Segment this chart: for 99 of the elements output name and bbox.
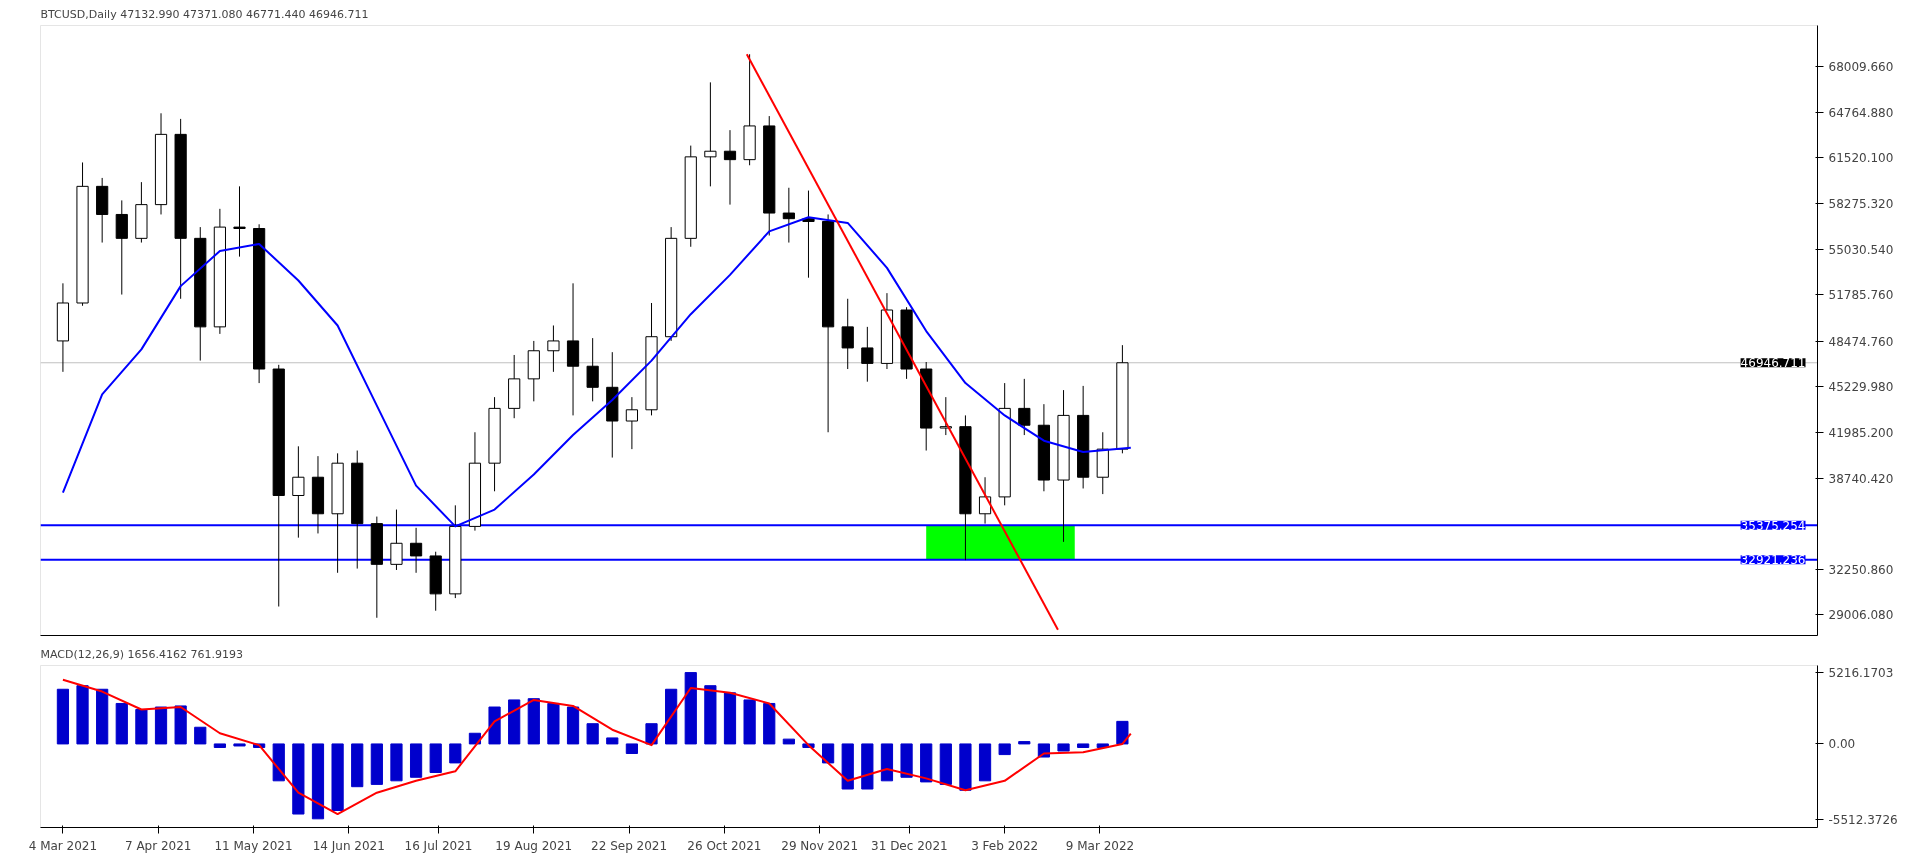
y-tick-label: 41985.200 bbox=[1828, 425, 1894, 440]
x-tick-label: 7 Apr 2021 bbox=[124, 838, 192, 853]
bar bbox=[939, 743, 952, 785]
candlestick bbox=[409, 527, 423, 574]
y-tick-label: 48474.760 bbox=[1828, 334, 1894, 349]
x-tick-label: 14 Jun 2021 bbox=[312, 838, 385, 853]
chart-title: MACD(12,26,9) 1656.4162 761.9193 bbox=[40, 647, 244, 661]
bar bbox=[508, 699, 521, 745]
line-series bbox=[61, 678, 1132, 816]
bar bbox=[213, 743, 226, 748]
bar bbox=[311, 743, 325, 820]
bar bbox=[174, 705, 187, 745]
y-tick-label: 38740.420 bbox=[1828, 471, 1894, 486]
bar bbox=[782, 738, 795, 745]
candlestick bbox=[547, 324, 560, 373]
ref-line-label: 32921.236 bbox=[1740, 553, 1806, 568]
x-tick-label: 11 May 2021 bbox=[214, 838, 293, 853]
y-tick-label: 58275.320 bbox=[1828, 197, 1894, 212]
y-tick-label: -5512.3726 bbox=[1828, 812, 1898, 827]
y-tick-label: 5216.1703 bbox=[1828, 666, 1894, 681]
bar bbox=[704, 685, 717, 745]
bar bbox=[56, 688, 70, 745]
x-tick-label: 29 Nov 2021 bbox=[781, 838, 859, 853]
bar bbox=[880, 743, 894, 782]
bar bbox=[978, 743, 992, 782]
bar bbox=[841, 743, 854, 790]
candlestick bbox=[115, 199, 128, 296]
y-tick-label: 64764.880 bbox=[1828, 105, 1894, 120]
y-tick-label: 55030.540 bbox=[1828, 242, 1894, 257]
x-tick-label: 3 Feb 2022 bbox=[971, 838, 1039, 853]
bar bbox=[684, 672, 697, 745]
candlestick bbox=[782, 187, 795, 244]
candlestick bbox=[390, 509, 403, 571]
candlestick bbox=[704, 81, 717, 187]
x-tick-label: 31 Dec 2021 bbox=[871, 838, 948, 853]
bar bbox=[821, 743, 835, 764]
bar bbox=[645, 723, 658, 745]
x-tick-label: 22 Sep 2021 bbox=[591, 838, 668, 853]
bar bbox=[135, 708, 148, 745]
bar bbox=[154, 706, 168, 745]
bar bbox=[566, 706, 580, 745]
bar bbox=[351, 743, 364, 788]
bar bbox=[586, 723, 599, 745]
y-tick-label: 29006.080 bbox=[1828, 608, 1894, 623]
bar bbox=[409, 743, 423, 778]
y-tick-label: 61520.100 bbox=[1828, 151, 1894, 166]
candlestick bbox=[625, 396, 638, 450]
bar bbox=[665, 688, 678, 745]
y-tick-label: 32250.860 bbox=[1828, 562, 1894, 577]
x-tick-label: 16 Jul 2021 bbox=[404, 838, 473, 853]
bar bbox=[449, 743, 462, 764]
candlestick bbox=[939, 396, 952, 436]
y-tick-label: 68009.660 bbox=[1828, 60, 1894, 75]
y-tick-label: 51785.760 bbox=[1828, 288, 1894, 303]
bar bbox=[527, 698, 540, 745]
bar bbox=[96, 688, 109, 745]
chart-title: BTCUSD,Daily 47132.990 47371.080 46771.440 46946.711 bbox=[40, 7, 369, 21]
bar bbox=[194, 726, 207, 745]
candlestick bbox=[292, 445, 305, 539]
bar bbox=[1116, 720, 1129, 745]
bar bbox=[900, 743, 913, 778]
x-tick-label: 9 Mar 2022 bbox=[1065, 838, 1135, 853]
bar bbox=[959, 743, 972, 791]
candlestick bbox=[233, 185, 246, 258]
bar bbox=[606, 737, 619, 745]
candlestick bbox=[841, 298, 854, 370]
ref-line-label: 35375.254 bbox=[1740, 518, 1806, 533]
bar bbox=[488, 706, 501, 745]
bar bbox=[468, 732, 482, 745]
bar bbox=[272, 743, 285, 782]
bar bbox=[390, 743, 403, 782]
candlestick bbox=[1018, 378, 1031, 436]
bar bbox=[76, 685, 89, 745]
x-tick-label: 26 Oct 2021 bbox=[687, 838, 762, 853]
y-tick-label: 45229.980 bbox=[1828, 380, 1894, 395]
candlestick bbox=[861, 326, 874, 383]
bar bbox=[115, 702, 128, 745]
bar bbox=[331, 743, 344, 811]
bar bbox=[625, 743, 638, 754]
bar bbox=[723, 692, 737, 745]
bar bbox=[429, 743, 442, 773]
bar bbox=[292, 743, 305, 815]
candlestick bbox=[586, 337, 599, 402]
bar bbox=[370, 743, 383, 785]
candlestick bbox=[723, 129, 737, 206]
bar bbox=[743, 699, 756, 745]
x-tick-label: 4 Mar 2021 bbox=[28, 838, 98, 853]
bar bbox=[1057, 743, 1070, 752]
bar bbox=[233, 743, 246, 747]
bar bbox=[998, 743, 1011, 756]
bar bbox=[861, 743, 874, 790]
bar bbox=[763, 702, 776, 745]
x-tick-label: 19 Aug 2021 bbox=[495, 838, 573, 853]
bar bbox=[920, 743, 933, 783]
bar bbox=[1018, 741, 1031, 745]
y-tick-label: 0.00 bbox=[1828, 737, 1856, 752]
bar bbox=[547, 702, 560, 745]
ref-line-label: 46946.711 bbox=[1740, 356, 1806, 371]
bar bbox=[1077, 743, 1090, 748]
